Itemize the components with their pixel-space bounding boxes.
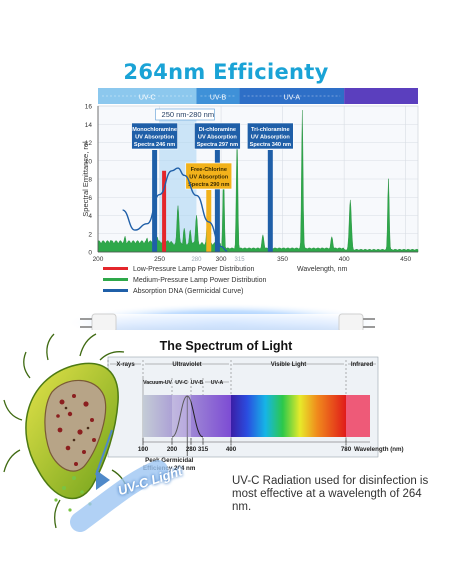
y-tick-label: 12 [85, 140, 93, 147]
y-tick-label: 6 [88, 195, 92, 202]
absorption-marker-label: Di-chloramine [199, 127, 236, 133]
absorption-marker-bar [214, 150, 220, 252]
region-label: X-rays [116, 362, 135, 368]
region-label: UV-C [175, 380, 188, 386]
band-label-uv-c: UV-C [139, 95, 156, 102]
infrared-region-bar [346, 395, 370, 437]
absorption-marker-box [131, 122, 178, 150]
highlight-range-label: 250 nm-280 nm [162, 110, 215, 119]
y-tick-label: 8 [88, 177, 92, 184]
bacterium-cell [3, 333, 129, 529]
absorption-marker-label: UV Absorption [135, 135, 175, 141]
absorption-marker-bar [267, 150, 273, 252]
absorption-marker-label: Tri-chloramine [251, 127, 290, 133]
y-tick-label: 14 [85, 122, 93, 129]
spectrum-tick-label: 100 [138, 446, 149, 453]
x-tick-label-secondary: 315 [235, 257, 246, 263]
y-axis-label: Spectral Emittance, rel [81, 141, 90, 217]
absorption-marker-label: Spectra 290 nm [188, 182, 229, 188]
absorption-marker-label: UV Absorption [251, 135, 291, 141]
absorption-marker-label: Spectra 297 nm [197, 142, 238, 148]
y-tick-label: 16 [85, 104, 93, 111]
spectrum-tick-label: 200 [167, 446, 178, 453]
x-tick-label: 400 [339, 256, 350, 263]
spectrum-tick-label: 280 [186, 446, 197, 453]
y-tick-label: 0 [88, 250, 92, 257]
uv-lamp-tube [66, 303, 386, 330]
x-axis-label: Wavelength, nm [297, 266, 347, 273]
y-tick-label: 2 [88, 231, 92, 238]
uv-arrow-icon [95, 429, 113, 476]
x-tick-label: 200 [93, 256, 104, 263]
region-label: Ultraviolet [172, 362, 201, 368]
band-label-uv-a: UV-A [284, 95, 301, 102]
spectrum-tick-label: 400 [226, 446, 237, 453]
absorption-marker-box [185, 162, 233, 190]
spectrum-tick-label: 780 [341, 446, 352, 453]
region-label: Vacuum-UV [143, 380, 172, 386]
page-title: 264nm Efficienty [123, 60, 329, 84]
y-tick-label: 4 [88, 213, 92, 220]
x-tick-label-secondary: 280 [191, 257, 202, 263]
x-tick-label: 300 [216, 256, 227, 263]
region-label: Infrared [351, 362, 374, 368]
absorption-marker-label: Free-Chlorine [191, 167, 227, 173]
x-tick-label: 350 [277, 256, 288, 263]
highlight-label-box [155, 108, 215, 121]
absorption-marker-bar [206, 190, 212, 252]
series-dna-absorption [122, 167, 228, 252]
spectrum-axis-label: Wavelength (nm) [354, 446, 404, 453]
x-tick-label: 450 [400, 256, 411, 263]
band-label-uv-b: UV-B [210, 95, 227, 102]
uvc-emphasis [172, 395, 191, 437]
absorption-marker-label: Spectra 246 nm [134, 142, 175, 148]
x-tick-label: 250 [154, 256, 165, 263]
series-medium-pressure [97, 110, 419, 253]
region-label: UV-A [211, 380, 224, 386]
legend-label: Low-Pressure Lamp Power Distribution [133, 266, 254, 273]
legend-label: Absorption DNA (Germicidal Curve) [133, 288, 243, 295]
absorption-marker-box [194, 122, 241, 150]
y-tick-label: 10 [85, 158, 93, 165]
spectrum-tick-label: 315 [198, 446, 209, 453]
spectrum-title: The Spectrum of Light [159, 339, 293, 353]
emittance-chart: UV-C UV-B UV-A 0 2 4 6 8 10 12 14 16 200 250 300 350 400… [81, 88, 419, 295]
absorption-marker-label: Spectra 340 nm [250, 142, 291, 148]
visible-region-bar [231, 395, 346, 437]
absorption-marker-label: UV Absorption [189, 175, 229, 181]
peak-annotation: Efficiency 264 nm [143, 465, 196, 472]
absorption-marker-label: Monochloramine [132, 127, 177, 133]
uv-c-light-beam [70, 460, 168, 532]
band-visible [344, 88, 418, 104]
region-label: UV-B [191, 380, 204, 386]
series-low-pressure [162, 170, 167, 252]
absorption-marker-box [247, 122, 294, 150]
absorption-marker-label: UV Absorption [198, 135, 238, 141]
legend-label: Medium-Pressure Lamp Power Distribution [133, 277, 267, 284]
peak-annotation: Peak Germicidal [145, 457, 193, 464]
region-label: Visible Light [271, 362, 307, 368]
caption-text: UV-C Radiation used for disinfection is … [232, 475, 429, 513]
